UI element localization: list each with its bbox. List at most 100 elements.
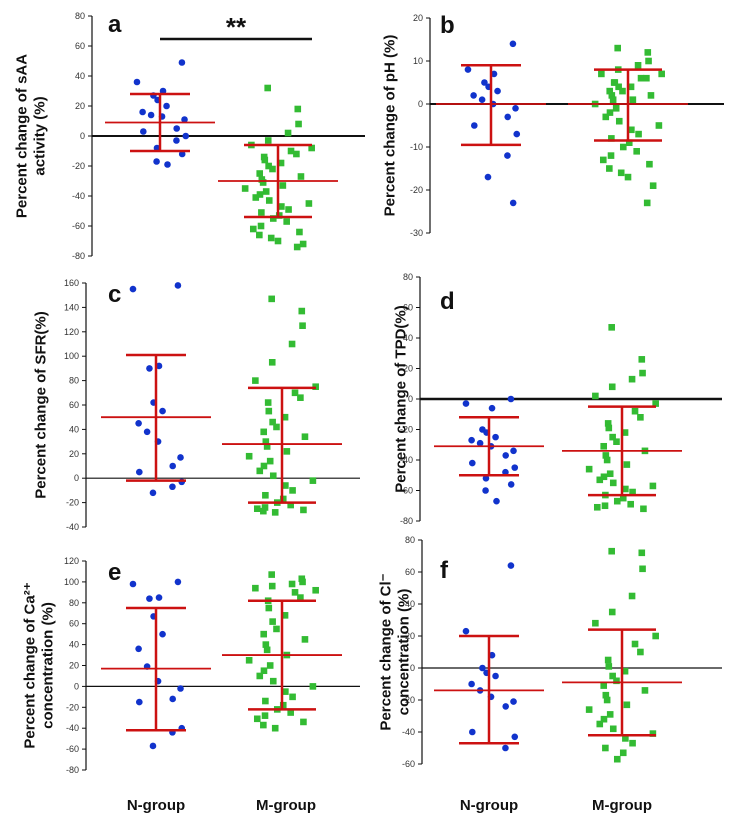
data-point xyxy=(639,565,646,573)
y-axis-label-line: Percent change of Cl⁻ xyxy=(377,573,394,730)
data-point xyxy=(261,712,269,719)
data-point xyxy=(509,199,517,207)
y-tick-label: 0 xyxy=(74,681,79,691)
panel-label: b xyxy=(440,12,455,39)
data-point xyxy=(643,199,651,207)
data-point xyxy=(602,744,609,752)
data-point xyxy=(301,636,309,643)
data-point xyxy=(619,494,627,502)
x-category-m-group: M-group xyxy=(592,797,652,814)
data-point xyxy=(256,170,264,177)
series-m-group xyxy=(568,44,688,207)
data-point xyxy=(169,462,177,470)
data-point xyxy=(624,173,632,181)
data-point xyxy=(293,150,300,158)
data-point xyxy=(262,641,270,648)
data-point xyxy=(289,487,296,494)
data-point xyxy=(264,137,272,144)
data-point xyxy=(644,49,652,56)
data-point xyxy=(606,87,614,95)
y-tick-label: -40 xyxy=(72,191,85,201)
data-point xyxy=(279,495,287,503)
data-point xyxy=(287,709,294,716)
panel-label: c xyxy=(108,281,121,308)
significance-stars: ** xyxy=(226,12,247,42)
y-tick-label: 40 xyxy=(405,599,415,609)
data-point xyxy=(169,695,177,703)
data-point xyxy=(252,377,259,384)
data-point xyxy=(261,156,269,164)
data-point xyxy=(268,295,275,303)
data-point xyxy=(611,79,619,86)
data-point xyxy=(488,404,496,412)
data-point xyxy=(264,399,272,406)
data-point xyxy=(510,447,517,455)
data-point xyxy=(488,651,496,659)
data-point xyxy=(628,592,636,600)
data-point xyxy=(606,109,614,116)
data-point xyxy=(269,472,277,480)
y-tick-label: -40 xyxy=(66,723,79,733)
data-point xyxy=(140,128,147,135)
data-point xyxy=(613,438,620,445)
data-point xyxy=(269,165,276,173)
data-point xyxy=(256,672,264,680)
data-point xyxy=(283,218,290,225)
y-axis-label: Percent change of SFR(%) xyxy=(32,311,49,499)
data-point xyxy=(604,656,612,664)
data-point xyxy=(633,148,640,155)
data-point xyxy=(609,725,617,733)
data-point xyxy=(271,724,279,732)
data-point xyxy=(599,156,607,164)
y-tick-label: 100 xyxy=(64,351,79,361)
data-point xyxy=(507,481,515,488)
y-tick-label: -20 xyxy=(66,702,79,712)
data-point xyxy=(164,161,171,168)
y-tick-label: 100 xyxy=(64,577,79,587)
data-point xyxy=(478,96,486,103)
data-point xyxy=(606,165,613,172)
y-tick-label: 20 xyxy=(69,449,79,459)
data-point xyxy=(297,594,304,601)
y-axis-label-line: concentration (%) xyxy=(395,589,412,716)
data-point xyxy=(471,122,478,129)
data-point xyxy=(294,105,302,113)
data-point xyxy=(295,120,302,128)
data-point xyxy=(638,549,646,557)
data-point xyxy=(129,580,137,588)
data-point xyxy=(647,92,655,99)
data-point xyxy=(182,132,190,140)
y-tick-label: -80 xyxy=(400,516,413,526)
data-point xyxy=(261,504,269,511)
data-point xyxy=(252,584,259,592)
data-point xyxy=(510,698,517,705)
series-n-group xyxy=(434,562,544,752)
series-m-group xyxy=(222,571,342,732)
y-tick-label: 160 xyxy=(64,278,79,288)
data-point xyxy=(133,78,141,86)
data-point xyxy=(490,70,498,78)
data-point xyxy=(260,507,267,515)
data-point xyxy=(604,420,612,427)
series-n-group xyxy=(101,578,211,750)
y-tick-label: -40 xyxy=(402,727,415,737)
data-point xyxy=(645,57,652,65)
data-point xyxy=(596,476,604,484)
data-point xyxy=(285,206,292,213)
data-point xyxy=(291,389,299,397)
data-point xyxy=(629,488,636,496)
data-point xyxy=(266,662,274,669)
y-tick-label: 20 xyxy=(69,661,79,671)
data-point xyxy=(129,285,137,293)
data-point xyxy=(601,502,609,510)
y-tick-label: 20 xyxy=(75,101,85,111)
data-point xyxy=(614,44,621,52)
data-point xyxy=(649,182,657,189)
y-tick-label: 0 xyxy=(408,394,413,404)
data-point xyxy=(613,497,621,505)
data-point xyxy=(507,562,515,569)
data-point xyxy=(262,491,269,499)
data-point xyxy=(609,96,617,103)
data-point xyxy=(299,578,306,586)
data-point xyxy=(258,209,265,216)
